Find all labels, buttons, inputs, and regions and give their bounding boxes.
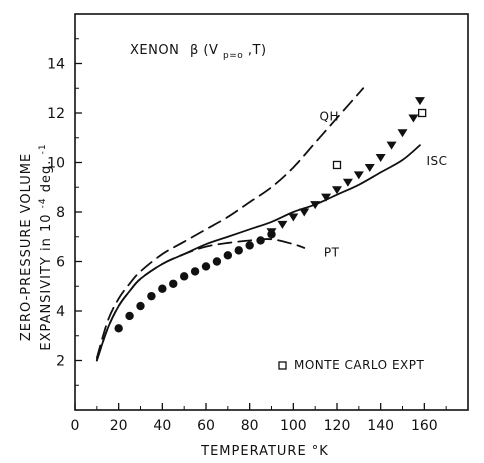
y-tick-label: 4 [56,304,65,320]
y-tick-label: 2 [56,354,65,370]
data-point-circle [223,251,233,260]
x-axis-ticks: 0 20 40 60 80 100 120 140 160 [71,403,447,434]
data-point-circle [147,291,156,301]
x-tick-label: 160 [411,418,438,434]
x-tick-label: 20 [110,418,128,434]
chart-title-main: XENON [130,43,179,58]
y-tick-label: 6 [56,255,65,271]
x-tick-label: 140 [367,418,394,434]
data-point-triangle [342,178,353,187]
data-point-triangle [266,228,277,237]
data-point-triangle [414,97,425,106]
data-point-circle [125,311,134,321]
data-point-triangle [408,114,419,123]
data-point-triangle [310,201,321,210]
data-point-circle [114,324,123,333]
y-axis-label-line2: EXPANSIVITY in 10 -4 deg. -1 [34,143,54,350]
x-tick-label: 40 [153,418,171,434]
y-axis-label-sup: -4 [38,197,48,208]
y-tick-label: 14 [47,57,65,73]
legend-note-text: MONTE CARLO EXPT [294,358,424,372]
y-tick-label: 10 [47,156,65,172]
data-point-circle [179,272,189,281]
series-label-isc: ISC [427,154,448,168]
y-axis-ticks: 2 4 6 8 10 12 14 [47,38,82,386]
data-point-circle [169,279,178,288]
series-label-pt: PT [324,246,340,260]
series-line-isc [95,144,421,362]
x-tick-label: 60 [197,418,215,434]
data-point-circle [136,301,145,311]
data-point-triangle [397,129,408,138]
data-point-triangle [364,163,375,172]
data-point-circle [256,236,265,245]
data-point-triangle [321,193,332,202]
legend-square-marker [278,361,287,370]
data-point-triangle [375,154,386,163]
series-annotations: QH ISC PT [320,109,448,259]
y-tick-label: 12 [47,106,65,122]
y-axis-label-line1: ZERO-PRESSURE VOLUME [19,153,34,341]
data-point-triangle [353,171,364,180]
data-point-circle [201,262,211,271]
data-point-triangle [288,213,299,222]
series-line-pt [95,238,306,362]
chart-title-close: ,T) [248,43,267,58]
x-tick-label: 80 [241,418,259,434]
y-axis-label-line2-prefix: EXPANSIVITY in 10 [39,213,54,350]
y-axis-label-line2-suffix: deg. [39,160,54,193]
series-markers [114,97,427,333]
x-tick-label: 100 [280,418,307,434]
legend-note: MONTE CARLO EXPT [278,358,424,372]
data-point-square [417,108,427,118]
chart-title: XENON β (V p=o ,T) [130,43,267,62]
data-point-circle [158,284,167,293]
data-point-triangle [299,208,310,217]
chart-title-open: (V [203,43,218,58]
x-axis-label: TEMPERATURE °K [200,444,329,459]
data-point-circle [212,257,222,266]
plot-frame [74,13,469,411]
data-point-triangle [332,186,342,195]
series-curves [95,87,421,362]
data-point-triangle [386,141,397,150]
data-point-square [332,160,342,170]
y-axis-label-sup2: -1 [38,143,48,154]
x-tick-label: 120 [324,418,351,434]
series-line-qh [95,87,365,359]
chart-title-beta: β [190,43,199,58]
data-point-circle [245,241,254,250]
data-point-circle [190,267,200,276]
data-point-circle [234,246,243,255]
series-label-qh: QH [320,109,339,123]
chart-title-sub: p=o [223,51,243,61]
y-tick-label: 8 [56,205,65,221]
data-point-triangle [277,220,288,229]
x-tick-label: 0 [71,418,80,434]
